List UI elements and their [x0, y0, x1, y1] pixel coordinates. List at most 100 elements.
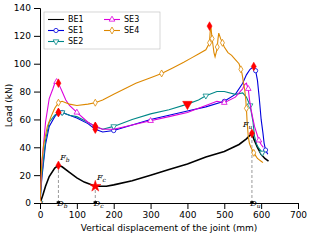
x-axis-title: Vertical displacement of the joint (mm)	[81, 223, 257, 233]
x-tick-label: 600	[253, 210, 270, 220]
y-tick-mark	[34, 175, 40, 176]
series-marker	[252, 149, 256, 156]
chart: 0 100 200 300 400 500 600 700 0 20 40 60 80 100 120 140…	[0, 0, 310, 235]
y-tick: 140	[14, 3, 40, 13]
reference-line	[58, 165, 59, 203]
legend-entry: SE2	[48, 37, 83, 46]
y-tick-label: 40	[20, 143, 32, 153]
legend-entry: BE1	[48, 15, 84, 24]
x-tick-mark	[187, 203, 188, 209]
annotation: Fb	[59, 153, 70, 163]
y-tick-label: 120	[14, 31, 31, 41]
y-tick-label: 140	[14, 3, 31, 13]
series-marker	[56, 99, 60, 106]
x-tick-label: 500	[216, 210, 233, 220]
x-tick: 700	[290, 203, 307, 220]
x-tick-mark	[114, 203, 115, 209]
key-point	[56, 108, 61, 117]
y-tick: 60	[20, 115, 40, 125]
x-tick: 400	[179, 203, 196, 220]
legend-marker	[53, 40, 59, 45]
series-marker	[74, 109, 80, 114]
annotation: Fc	[96, 173, 107, 183]
series-line	[40, 67, 268, 204]
x-axis: 0 100 200 300 400 500 600 700	[38, 203, 308, 220]
series-marker	[222, 99, 226, 103]
y-tick-mark	[34, 92, 40, 93]
key-point	[207, 22, 212, 31]
key-point	[56, 108, 61, 117]
key-point	[93, 122, 98, 131]
key-point	[56, 79, 61, 88]
y-tick-mark	[34, 36, 40, 37]
annotation: Fu	[242, 120, 253, 130]
x-tick: 0	[38, 203, 44, 220]
y-tick: 80	[20, 87, 40, 97]
series-marker	[256, 137, 262, 142]
series-marker	[148, 118, 154, 123]
annotation: Db	[56, 199, 67, 209]
series-marker	[239, 66, 243, 73]
y-tick: 20	[20, 171, 40, 181]
legend-entry: SE3	[104, 15, 139, 24]
x-tick-mark	[77, 203, 78, 209]
series-line	[40, 82, 263, 203]
y-tick: 40	[20, 143, 40, 153]
reference-line	[251, 133, 252, 203]
y-tick-label: 80	[20, 87, 32, 97]
legend-entry: SE1	[48, 26, 83, 35]
series-marker	[245, 86, 251, 91]
series-marker	[160, 70, 164, 77]
key-point	[90, 180, 101, 191]
x-tick-mark	[224, 203, 225, 209]
y-tick-mark	[34, 119, 40, 120]
y-tick-mark	[34, 8, 40, 9]
legend: BE1 SE1 SE2 SE3 SE4	[44, 12, 160, 49]
series-marker	[220, 39, 224, 46]
x-tick-mark	[298, 203, 299, 209]
series-marker	[221, 99, 227, 104]
x-tick-label: 200	[106, 210, 123, 220]
legend-frame	[44, 12, 160, 49]
annotations: Fb Fc Fu Db Dc Du	[56, 120, 261, 209]
series-marker	[40, 200, 42, 203]
series-marker	[215, 44, 219, 51]
key-point	[183, 101, 193, 109]
y-axis-line	[34, 9, 41, 204]
y-tick-label: 100	[14, 59, 31, 69]
y-tick: 100	[14, 59, 40, 69]
key-point	[251, 62, 256, 71]
y-axis-title: Load (kN)	[4, 84, 14, 127]
x-tick-mark	[151, 203, 152, 209]
legend-label: SE1	[68, 26, 83, 35]
x-tick: 300	[142, 203, 159, 220]
key-point	[93, 122, 98, 131]
x-tick-mark	[261, 203, 262, 209]
y-axis: 0 20 40 60 80 100 120 140	[14, 3, 41, 208]
annotation: Du	[249, 199, 260, 209]
legend-label: SE2	[68, 37, 83, 46]
series-line	[40, 133, 269, 203]
x-tick-label: 0	[38, 210, 44, 220]
legend-marker	[109, 16, 115, 21]
y-tick-label: 60	[20, 115, 32, 125]
y-tick-label: 0	[25, 198, 31, 208]
y-tick: 0	[25, 198, 40, 208]
y-tick-label: 20	[20, 171, 32, 181]
series-marker	[93, 99, 97, 106]
key-point	[249, 129, 254, 138]
y-tick-mark	[34, 203, 40, 204]
x-tick: 500	[216, 203, 233, 220]
legend-label: SE3	[124, 15, 139, 24]
y-tick-mark	[34, 147, 40, 148]
x-tick: 200	[106, 203, 123, 220]
series-marker	[210, 35, 214, 42]
x-tick-label: 100	[69, 210, 86, 220]
series-line	[40, 26, 263, 203]
legend-entry: SE4	[104, 26, 139, 35]
y-tick-mark	[34, 64, 40, 65]
annotation: Dc	[93, 199, 104, 209]
legend-label: SE4	[124, 26, 139, 35]
x-tick-label: 700	[290, 210, 307, 220]
series-marker	[244, 105, 248, 112]
